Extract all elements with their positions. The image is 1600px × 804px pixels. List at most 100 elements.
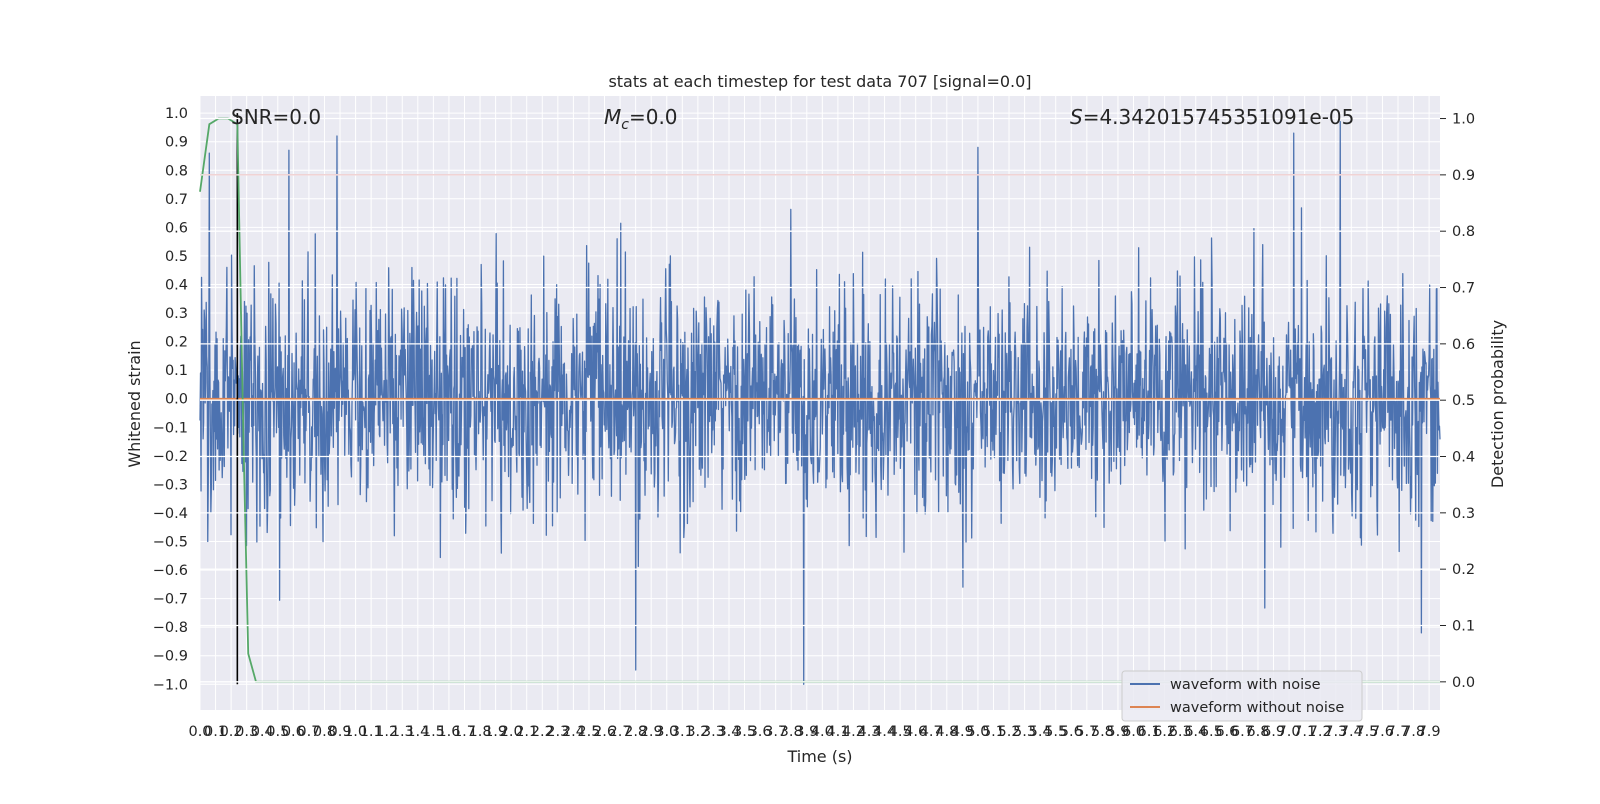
x-tick-label: 1.8 [469, 724, 492, 740]
left-tick-label: 0.7 [165, 192, 188, 208]
left-tick-labels: 1.0 0.9 0.8 0.7 0.6 0.5 0.4 0.3 0.2 0.1 0.0 −0.1 −0.… [153, 106, 188, 693]
s-annotation: S=4.342015745351091e-05 [1070, 105, 1354, 129]
x-tick-label: 6.7 [1231, 724, 1254, 740]
x-tick-label: 4.4 [873, 724, 896, 740]
right-tick-label: 0.5 [1452, 393, 1475, 409]
right-tick-label: 0.4 [1452, 450, 1475, 466]
x-tick-label: 3.1 [671, 724, 694, 740]
left-tick-label: −0.9 [153, 649, 188, 665]
legend-box [1121, 670, 1363, 722]
x-tick-label: 3.3 [702, 724, 725, 740]
x-tick-label: 7.0 [1278, 724, 1301, 740]
legend-label-noise: waveform with noise [1170, 677, 1321, 693]
x-tick-label: 5.3 [1013, 724, 1036, 740]
x-tick-label: 6.1 [1138, 724, 1161, 740]
x-tick-label: 4.0 [811, 724, 834, 740]
right-tick-label: 0.1 [1452, 619, 1475, 635]
x-tick-labels: 0.00.10.20.30.40.50.60.70.80.91.01.11.21… [188, 724, 1440, 740]
x-tick-label: 7.4 [1340, 724, 1363, 740]
x-tick-label: 5.9 [1106, 724, 1129, 740]
x-tick-label: 2.0 [500, 724, 523, 740]
x-tick-label: 4.9 [951, 724, 974, 740]
x-tick-label: 1.1 [360, 724, 383, 740]
left-tick-label: 0.1 [165, 363, 188, 379]
x-tick-label: 4.3 [857, 724, 880, 740]
x-tick-label: 7.3 [1324, 724, 1347, 740]
right-tick-label: 0.6 [1452, 337, 1475, 353]
x-tick-label: 2.6 [593, 724, 616, 740]
detection-probability-line [199, 117, 1440, 683]
left-tick-label: −0.4 [153, 506, 188, 522]
x-tick-label: 0.7 [297, 724, 320, 740]
x-tick-label: 1.6 [437, 724, 460, 740]
x-tick-label: 6.0 [1122, 724, 1145, 740]
left-tick-label: 1.0 [165, 106, 188, 122]
x-tick-label: 5.5 [1044, 724, 1067, 740]
x-tick-label: 3.9 [795, 724, 818, 740]
x-tick-label: 3.5 [733, 724, 756, 740]
legend-label-clean: waveform without noise [1170, 700, 1344, 716]
legend: waveform with noise waveform without noi… [1121, 670, 1363, 722]
left-tick-label: −0.3 [153, 477, 188, 493]
x-tick-label: 2.1 [515, 724, 538, 740]
x-tick-label: 6.2 [1153, 724, 1176, 740]
x-tick-label: 1.7 [453, 724, 476, 740]
x-tick-label: 5.7 [1075, 724, 1098, 740]
right-tick-label: 0.2 [1452, 562, 1475, 578]
right-tick-label: 0.9 [1452, 168, 1475, 184]
left-tick-label: 0.3 [165, 306, 188, 322]
left-tick-label: −0.6 [153, 563, 188, 579]
x-tick-label: 7.7 [1386, 724, 1409, 740]
x-tick-label: 1.4 [406, 724, 429, 740]
x-tick-label: 5.2 [998, 724, 1021, 740]
left-tick-label: 0.5 [165, 249, 188, 265]
x-tick-label: 7.5 [1355, 724, 1378, 740]
x-tick-label: 6.4 [1184, 724, 1207, 740]
right-tick-label: 0.7 [1452, 281, 1475, 297]
x-tick-label: 5.8 [1091, 724, 1114, 740]
x-tick-label: 5.4 [1029, 724, 1052, 740]
y-axis-label-right: Detection probability [1488, 320, 1507, 488]
chart-title: stats at each timestep for test data 707… [608, 72, 1031, 91]
x-tick-label: 2.4 [562, 724, 585, 740]
right-tick-labels: 1.0 0.9 0.8 0.7 0.6 0.5 0.4 0.3 0.2 0.1 0.0 [1452, 112, 1475, 691]
x-tick-label: 0.9 [328, 724, 351, 740]
x-tick-label: 1.0 [344, 724, 367, 740]
x-tick-label: 2.2 [531, 724, 554, 740]
x-tick-label: 3.2 [686, 724, 709, 740]
left-tick-label: 0.8 [165, 163, 188, 179]
x-tick-label: 0.1 [204, 724, 227, 740]
x-tick-label: 6.6 [1215, 724, 1238, 740]
x-tick-label: 3.0 [655, 724, 678, 740]
x-tick-label: 7.1 [1293, 724, 1316, 740]
x-tick-label: 6.3 [1169, 724, 1192, 740]
right-tick-label: 0.8 [1452, 224, 1475, 240]
x-tick-label: 7.8 [1402, 724, 1425, 740]
x-tick-label: 4.6 [904, 724, 927, 740]
x-tick-label: 0.5 [266, 724, 289, 740]
left-tick-label: 0.6 [165, 220, 188, 236]
x-tick-label: 3.6 [749, 724, 772, 740]
x-tick-label: 2.8 [624, 724, 647, 740]
y-gridlines [200, 112, 1440, 685]
x-tick-label: 7.6 [1371, 724, 1394, 740]
x-tick-label: 4.5 [889, 724, 912, 740]
x-tick-label: 3.4 [717, 724, 740, 740]
right-tick-label: 1.0 [1452, 112, 1475, 128]
x-tick-label: 2.9 [640, 724, 663, 740]
x-tick-label: 2.7 [609, 724, 632, 740]
x-tick-label: 4.1 [826, 724, 849, 740]
x-tick-label: 6.8 [1246, 724, 1269, 740]
x-tick-label: 0.0 [188, 724, 211, 740]
x-tick-label: 0.2 [220, 724, 243, 740]
waveform-with-noise-line [199, 121, 1441, 685]
left-tick-label: −1.0 [153, 677, 188, 693]
right-gridlines [200, 117, 1446, 683]
left-tick-label: −0.8 [153, 620, 188, 636]
x-tick-label: 0.8 [313, 724, 336, 740]
right-tick-label: 0.0 [1452, 675, 1475, 691]
x-tick-label: 3.8 [780, 724, 803, 740]
x-tick-label: 1.9 [484, 724, 507, 740]
